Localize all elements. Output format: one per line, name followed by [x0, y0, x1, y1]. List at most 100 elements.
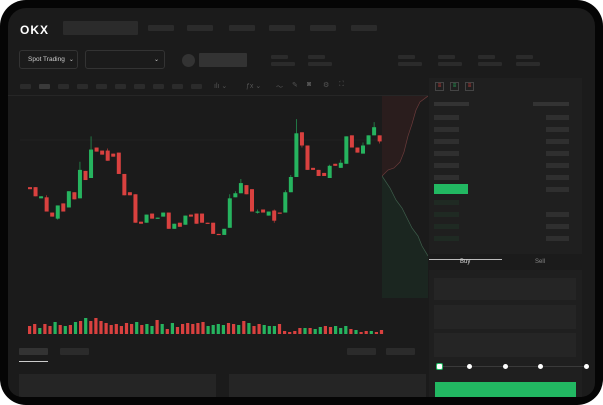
volume-bar [170, 323, 174, 334]
trading-mode-select[interactable]: Spot Trading ⌄ [19, 50, 78, 69]
nav-item[interactable] [269, 25, 295, 31]
timeframe-button[interactable] [39, 84, 50, 89]
candle-body [139, 221, 143, 224]
stat-value [516, 62, 540, 66]
candle-body [100, 150, 105, 155]
candle-body [227, 198, 232, 228]
timeframe-button[interactable] [77, 84, 88, 89]
timeframe-button[interactable] [96, 84, 107, 89]
tab-sell[interactable]: Sell [535, 259, 546, 265]
candle-body [105, 150, 110, 161]
slider-handle[interactable] [436, 363, 443, 370]
volume-bar [99, 321, 103, 334]
timeframe-button[interactable] [172, 84, 183, 89]
ask-amount [546, 151, 569, 156]
candle-body [44, 197, 49, 212]
volume-bar [68, 325, 72, 334]
nav-item[interactable] [187, 25, 213, 31]
search-bar[interactable] [63, 21, 138, 35]
slider-mark-100[interactable] [584, 364, 589, 369]
ask-amount [546, 163, 569, 168]
candle-body [177, 222, 182, 227]
coin-icon [182, 54, 195, 67]
slider-mark-50[interactable] [503, 364, 508, 369]
tab-open-orders[interactable] [19, 348, 48, 355]
candle-body [94, 147, 99, 152]
candle-body [344, 136, 349, 164]
line-tool-icon[interactable]: 〜 [276, 84, 283, 91]
candle-type-icon[interactable]: ılı ⌄ [214, 83, 228, 90]
volume-bar [242, 321, 246, 334]
indicator-icon[interactable]: ƒx ⌄ [246, 83, 262, 90]
volume-bar [58, 325, 62, 334]
volume-bar [84, 318, 88, 334]
price-input[interactable] [434, 278, 576, 300]
filter-button[interactable] [386, 348, 415, 355]
timeframe-button[interactable] [20, 84, 31, 89]
depth-chart [382, 96, 428, 298]
stat-label [398, 55, 415, 59]
okx-logo[interactable]: OKX [20, 23, 50, 37]
volume-bar [369, 331, 373, 334]
volume-bar [374, 332, 378, 334]
volume-bar [323, 326, 327, 334]
volume-bar [334, 326, 338, 334]
stat-value [271, 62, 295, 66]
ask-price [434, 175, 459, 180]
volume-bar [232, 324, 236, 334]
book-both-icon[interactable]: ≡ [435, 82, 444, 91]
candle-body [266, 211, 271, 216]
candle-body [72, 192, 77, 200]
candle-body [77, 169, 82, 199]
amount-slider[interactable] [436, 363, 589, 370]
nav-item[interactable] [310, 25, 336, 31]
last-price [434, 184, 468, 194]
volume-bar [221, 325, 225, 334]
candlestick-chart[interactable] [8, 96, 428, 336]
tab-buy[interactable]: Buy [460, 259, 471, 265]
buy-button[interactable] [435, 382, 576, 397]
timeframe-button[interactable] [153, 84, 164, 89]
tab-order-history[interactable] [60, 348, 89, 355]
candle-body [89, 149, 94, 179]
candle-body [205, 222, 210, 224]
candle-body [338, 162, 343, 168]
slider-mark-75[interactable] [538, 364, 543, 369]
filter-button[interactable] [347, 348, 376, 355]
candle-body [361, 145, 365, 154]
candle-body [183, 215, 188, 225]
stat-label [438, 55, 455, 59]
timeframe-button[interactable] [191, 84, 202, 89]
nav-item[interactable] [148, 25, 174, 31]
ask-price [434, 139, 459, 144]
stat-value [478, 62, 502, 66]
total-input[interactable] [434, 333, 576, 357]
settings-icon[interactable]: ⚙ [323, 82, 330, 89]
candle-body [83, 170, 88, 181]
timeframe-button[interactable] [134, 84, 145, 89]
timeframe-button[interactable] [58, 84, 69, 89]
volume-bar [344, 326, 348, 334]
volume-bar [211, 325, 215, 334]
candle-body [161, 212, 166, 217]
book-asks-icon[interactable]: ≡ [465, 82, 474, 91]
amount-input[interactable] [434, 305, 576, 329]
volume-bar [354, 330, 358, 334]
fullscreen-icon[interactable]: ⛶ [339, 81, 344, 88]
timeframe-button[interactable] [115, 84, 126, 89]
candle-body [155, 217, 160, 219]
candle-body [188, 214, 193, 217]
camera-icon[interactable]: ◙ [307, 81, 312, 88]
active-tab-indicator [429, 259, 502, 260]
nav-item[interactable] [229, 25, 255, 31]
candle-body [50, 212, 55, 217]
pair-select[interactable]: ⌄ [85, 50, 165, 69]
slider-mark-25[interactable] [467, 364, 472, 369]
candle-body [316, 169, 321, 176]
book-bids-icon[interactable]: ≡ [450, 82, 459, 91]
volume-bar [206, 326, 210, 334]
nav-item[interactable] [351, 25, 377, 31]
volume-bar [43, 324, 47, 334]
volume-bar [379, 330, 384, 334]
ruler-icon[interactable]: ✎ [292, 82, 298, 89]
